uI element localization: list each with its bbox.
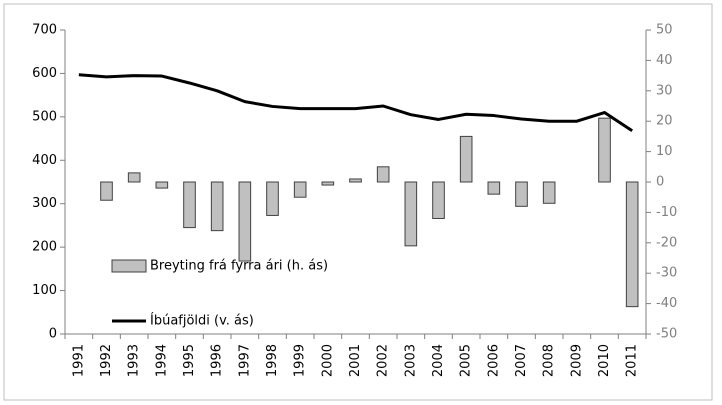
y2-tick-label: 20 <box>656 114 673 129</box>
x-tick-label: 1991 <box>71 344 86 377</box>
y2-tick-label: 0 <box>656 175 664 190</box>
y2-tick-label: -40 <box>656 296 677 311</box>
x-tick-label: 1994 <box>154 344 169 377</box>
x-tick-label: 2008 <box>542 344 557 377</box>
y-tick-label: 100 <box>32 283 57 298</box>
y-tick-label: 200 <box>32 240 57 255</box>
x-tick-label: 2003 <box>403 344 418 377</box>
x-tick-label: 2011 <box>625 344 640 377</box>
legend-swatch <box>111 259 147 273</box>
y2-tick-label: 50 <box>656 23 673 38</box>
y2-tick-label: 30 <box>656 83 673 98</box>
y-tick-label: 600 <box>32 66 57 81</box>
y2-tick-label: 40 <box>656 53 673 68</box>
x-tick-label: 2002 <box>376 344 391 377</box>
bar <box>404 181 418 247</box>
y-tick-label: 700 <box>32 23 57 38</box>
y2-tick-label: 10 <box>656 144 673 159</box>
bar <box>376 166 390 183</box>
bar <box>266 181 279 216</box>
x-tick-label: 2010 <box>597 344 612 377</box>
bar <box>183 181 196 229</box>
x-tick-label: 1997 <box>237 344 252 377</box>
bar <box>293 181 307 198</box>
bar <box>100 181 113 201</box>
chart-frame <box>3 3 713 401</box>
x-tick-label: 1992 <box>99 344 114 377</box>
bar <box>459 135 473 183</box>
y-tick-label: 500 <box>32 109 57 124</box>
y2-tick-label: -10 <box>656 205 677 220</box>
y2-tick-label: -50 <box>656 327 677 342</box>
bar <box>515 181 528 207</box>
x-tick-label: 2009 <box>569 344 584 377</box>
legend-label: Breyting frá fyrra ári (h. ás) <box>150 259 328 274</box>
y2-tick-label: -20 <box>656 235 677 250</box>
x-tick-label: 1995 <box>182 344 197 377</box>
y-tick-label: 300 <box>32 196 57 211</box>
bar <box>542 181 556 204</box>
bar <box>487 181 501 195</box>
x-tick-label: 1993 <box>127 344 142 377</box>
bar <box>349 178 362 183</box>
bar <box>238 181 252 262</box>
x-tick-label: 1999 <box>293 344 308 377</box>
line <box>78 73 633 133</box>
bar <box>321 181 335 186</box>
bar <box>210 181 224 232</box>
y-tick-label: 0 <box>49 327 57 342</box>
legend-label: Íbúafjöldi (v. ás) <box>150 313 254 329</box>
bar <box>432 181 445 219</box>
x-tick-label: 2005 <box>459 344 474 377</box>
bar <box>598 117 611 183</box>
x-tick-label: 2006 <box>486 344 501 377</box>
x-tick-label: 2001 <box>348 344 363 377</box>
y-tick-label: 400 <box>32 153 57 168</box>
x-tick-label: 2007 <box>514 344 529 377</box>
x-tick-label: 1998 <box>265 344 280 377</box>
bar <box>155 181 169 189</box>
bar <box>127 172 141 183</box>
x-tick-label: 2000 <box>320 344 335 377</box>
x-tick-label: 1996 <box>210 344 225 377</box>
bar <box>625 181 639 308</box>
y2-tick-label: -30 <box>656 266 677 281</box>
x-tick-label: 2004 <box>431 344 446 377</box>
